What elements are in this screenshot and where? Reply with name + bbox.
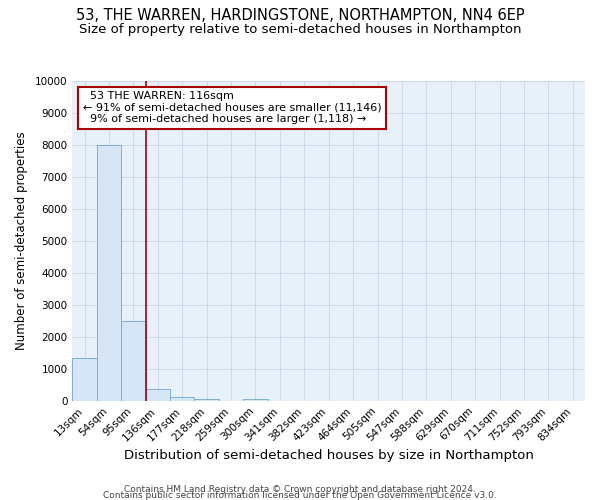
Bar — [73, 358, 97, 401]
Text: Size of property relative to semi-detached houses in Northampton: Size of property relative to semi-detach… — [79, 22, 521, 36]
Bar — [243, 398, 268, 401]
Bar — [194, 398, 219, 401]
Bar — [97, 146, 121, 401]
Text: 53, THE WARREN, HARDINGSTONE, NORTHAMPTON, NN4 6EP: 53, THE WARREN, HARDINGSTONE, NORTHAMPTO… — [76, 8, 524, 22]
X-axis label: Distribution of semi-detached houses by size in Northampton: Distribution of semi-detached houses by … — [124, 450, 533, 462]
Text: Contains public sector information licensed under the Open Government Licence v3: Contains public sector information licen… — [103, 490, 497, 500]
Text: Contains HM Land Registry data © Crown copyright and database right 2024.: Contains HM Land Registry data © Crown c… — [124, 484, 476, 494]
Text: 53 THE WARREN: 116sqm
← 91% of semi-detached houses are smaller (11,146)
  9% of: 53 THE WARREN: 116sqm ← 91% of semi-deta… — [83, 91, 382, 124]
Bar — [146, 388, 170, 401]
Bar — [170, 398, 194, 401]
Y-axis label: Number of semi-detached properties: Number of semi-detached properties — [15, 132, 28, 350]
Bar — [121, 321, 146, 401]
